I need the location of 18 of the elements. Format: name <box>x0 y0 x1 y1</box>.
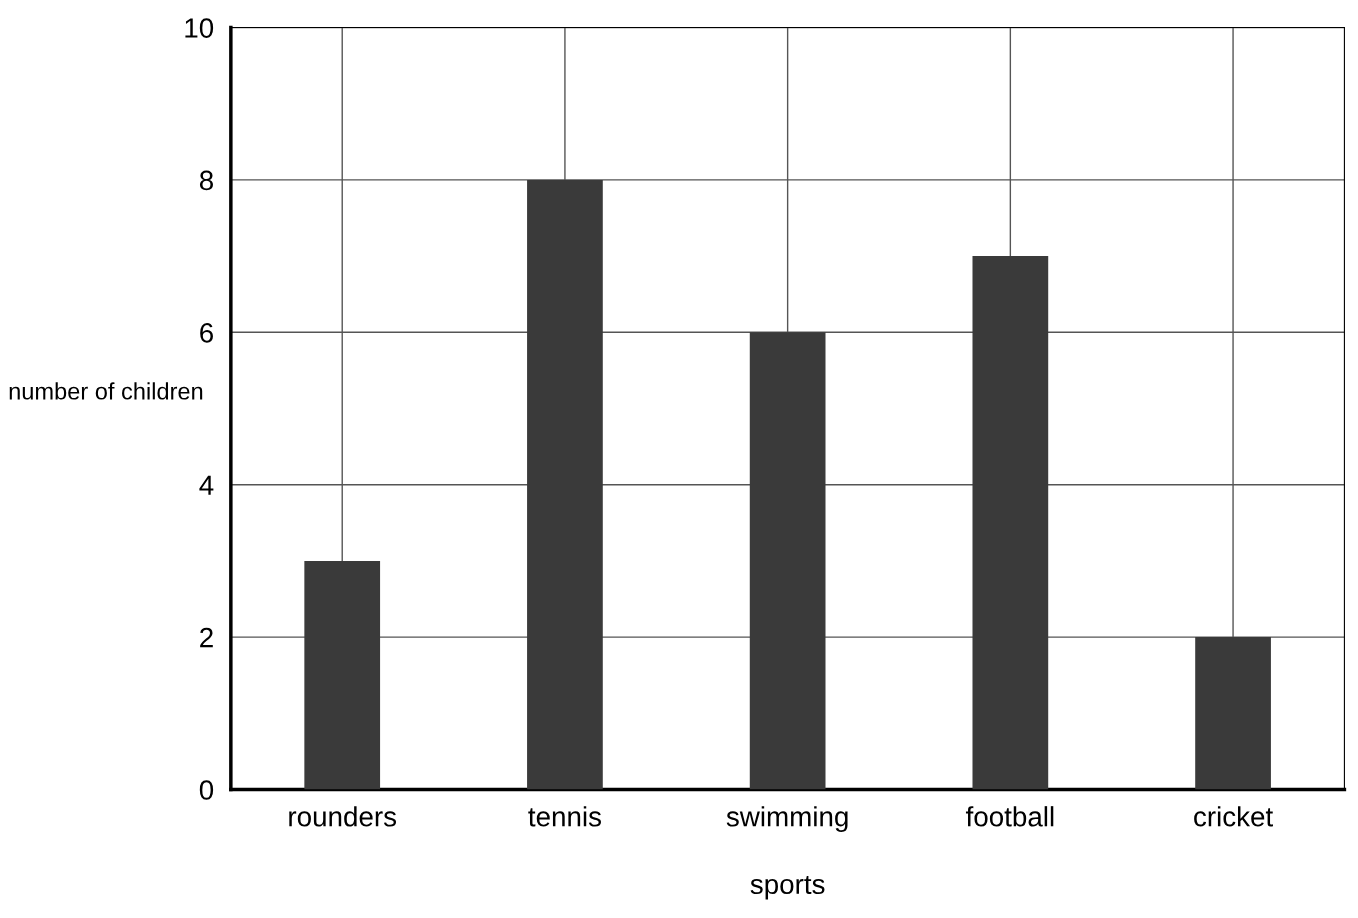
bar <box>972 256 1049 790</box>
bar <box>749 332 826 790</box>
y-tick-label: 6 <box>200 322 213 343</box>
y-tick-label: 4 <box>199 475 214 495</box>
y-tick-label: 0 <box>199 780 214 800</box>
y-tick-label: 8 <box>199 170 213 191</box>
y-tick-label: 10 <box>185 18 214 38</box>
x-tick-label: swimming <box>726 806 848 833</box>
x-tick-label: football <box>965 806 1054 827</box>
x-axis-title: sports <box>750 875 825 900</box>
y-tick-label: 2 <box>200 627 213 648</box>
bar <box>1195 637 1271 790</box>
x-tick-label: cricket <box>1194 806 1273 827</box>
x-tick-label: tennis <box>528 806 601 827</box>
x-tick-label: rounders <box>289 806 397 827</box>
bar <box>304 560 381 790</box>
y-axis-title: number of children <box>9 382 203 400</box>
bar <box>527 179 603 790</box>
